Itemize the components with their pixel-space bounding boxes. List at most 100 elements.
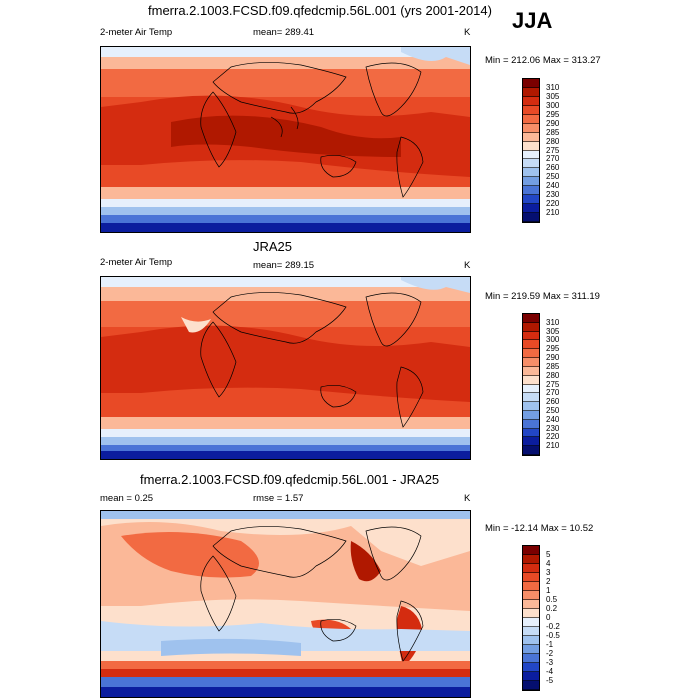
colorbar-segment [523, 654, 539, 663]
panel2-map [100, 276, 471, 460]
colorbar-tick-label: 220 [546, 199, 560, 209]
colorbar-segment [523, 437, 539, 447]
colorbar-segment [523, 150, 539, 160]
colorbar-segment [523, 618, 539, 627]
colorbar-segment [523, 375, 539, 385]
colorbar-segment [523, 627, 539, 636]
colorbar-tick-label: 275 [546, 379, 560, 389]
colorbar-segment [523, 564, 539, 573]
colorbar-tick-label: 280 [546, 370, 560, 380]
colorbar-segment [523, 636, 539, 645]
colorbar-tick-label: 275 [546, 145, 560, 155]
colorbar-tick-label: -0.2 [546, 622, 560, 631]
colorbar-tick-label: 240 [546, 181, 560, 191]
colorbar-tick-label: 220 [546, 432, 560, 442]
colorbar-segment [523, 366, 539, 376]
colorbar-segment [523, 349, 539, 359]
colorbar-tick-label: 300 [546, 100, 560, 110]
colorbar-tick-label: 2 [546, 577, 551, 586]
colorbar-segment [523, 446, 539, 455]
colorbar-tick-label: 4 [546, 559, 551, 568]
colorbar-segment [523, 79, 539, 88]
colorbar-tick-label: 300 [546, 335, 560, 345]
colorbar-tick-label: 240 [546, 414, 560, 424]
colorbar-segment [523, 114, 539, 124]
colorbar-segment [523, 186, 539, 196]
colorbar-segment [523, 340, 539, 350]
colorbar-segment [523, 177, 539, 187]
colorbar-segment [523, 384, 539, 394]
panel2-variable: 2-meter Air Temp [100, 257, 173, 268]
colorbar-tick-label: 0 [546, 613, 551, 622]
colorbar-segment [523, 419, 539, 429]
panel3-units: K [464, 493, 471, 504]
colorbar-tick-label: -1 [546, 640, 554, 649]
colorbar-segment [523, 402, 539, 411]
colorbar-segment [523, 322, 539, 332]
colorbar-segment [523, 105, 539, 115]
panel3-minmax: Min = -12.14 Max = 10.52 [485, 523, 594, 534]
colorbar-tick-label: 230 [546, 423, 560, 433]
colorbar-tick-label: 290 [546, 353, 560, 363]
colorbar-tick-label: 310 [546, 317, 560, 327]
colorbar-tick-label: 1 [546, 586, 551, 595]
colorbar-tick-label: 280 [546, 136, 560, 146]
panel2-units: K [464, 260, 471, 271]
colorbar-tick-label: -0.5 [546, 631, 560, 640]
panel1-units: K [464, 27, 471, 38]
colorbar-tick-label: 250 [546, 405, 560, 415]
colorbar-tick-label: 290 [546, 118, 560, 128]
panel3-rmse: rmse = 1.57 [253, 493, 304, 504]
colorbar-segment [523, 546, 539, 555]
colorbar-segment [523, 555, 539, 564]
colorbar-segment [523, 96, 539, 106]
colorbar-tick-label: -3 [546, 658, 554, 667]
colorbar-tick-label: 295 [546, 344, 560, 354]
colorbar-tick-label: 230 [546, 190, 560, 200]
panel2-mean: mean= 289.15 [253, 260, 315, 271]
panel2-minmax: Min = 219.59 Max = 311.19 [485, 291, 600, 302]
colorbar-tick-label: 0.5 [546, 595, 558, 604]
colorbar-tick-label: -5 [546, 676, 554, 685]
colorbar-tick-label: 270 [546, 154, 560, 164]
colorbar-tick-label: 285 [546, 127, 560, 137]
colorbar-segment [523, 159, 539, 169]
colorbar-tick-label: 270 [546, 388, 560, 398]
colorbar-tick-label: 260 [546, 163, 560, 173]
panel1-minmax: Min = 212.06 Max = 313.27 [485, 55, 601, 66]
colorbar-tick-label: 305 [546, 326, 560, 336]
colorbar-segment [523, 123, 539, 133]
colorbar-segment [523, 609, 539, 618]
panel2-colorbar [522, 313, 540, 456]
colorbar-segment [523, 663, 539, 672]
colorbar-tick-label: 210 [546, 441, 560, 451]
colorbar-segment [523, 582, 539, 591]
colorbar-tick-label: 285 [546, 361, 560, 371]
colorbar-segment [523, 393, 539, 403]
colorbar-tick-label: 5 [546, 550, 551, 559]
season-label: JJA [512, 8, 553, 33]
colorbar-tick-label: 260 [546, 397, 560, 407]
colorbar-segment [523, 410, 539, 420]
colorbar-segment [523, 204, 539, 214]
colorbar-segment [523, 314, 539, 323]
colorbar-segment [523, 87, 539, 97]
panel3-colorbar [522, 545, 540, 691]
colorbar-segment [523, 645, 539, 654]
colorbar-segment [523, 213, 539, 222]
colorbar-segment [523, 600, 539, 609]
colorbar-segment [523, 428, 539, 438]
colorbar-segment [523, 331, 539, 341]
panel1-mean: mean= 289.41 [253, 27, 315, 38]
colorbar-segment [523, 358, 539, 367]
colorbar-segment [523, 681, 539, 690]
panel2-title: JRA25 [253, 239, 293, 254]
panel1-colorbar [522, 78, 540, 223]
colorbar-segment [523, 573, 539, 582]
colorbar-tick-label: 305 [546, 91, 560, 101]
colorbar-tick-label: -4 [546, 667, 554, 676]
panel1-variable: 2-meter Air Temp [100, 27, 173, 38]
colorbar-tick-label: 210 [546, 208, 560, 218]
panel3-mean: mean = 0.25 [100, 493, 154, 504]
colorbar-tick-label: 3 [546, 568, 551, 577]
